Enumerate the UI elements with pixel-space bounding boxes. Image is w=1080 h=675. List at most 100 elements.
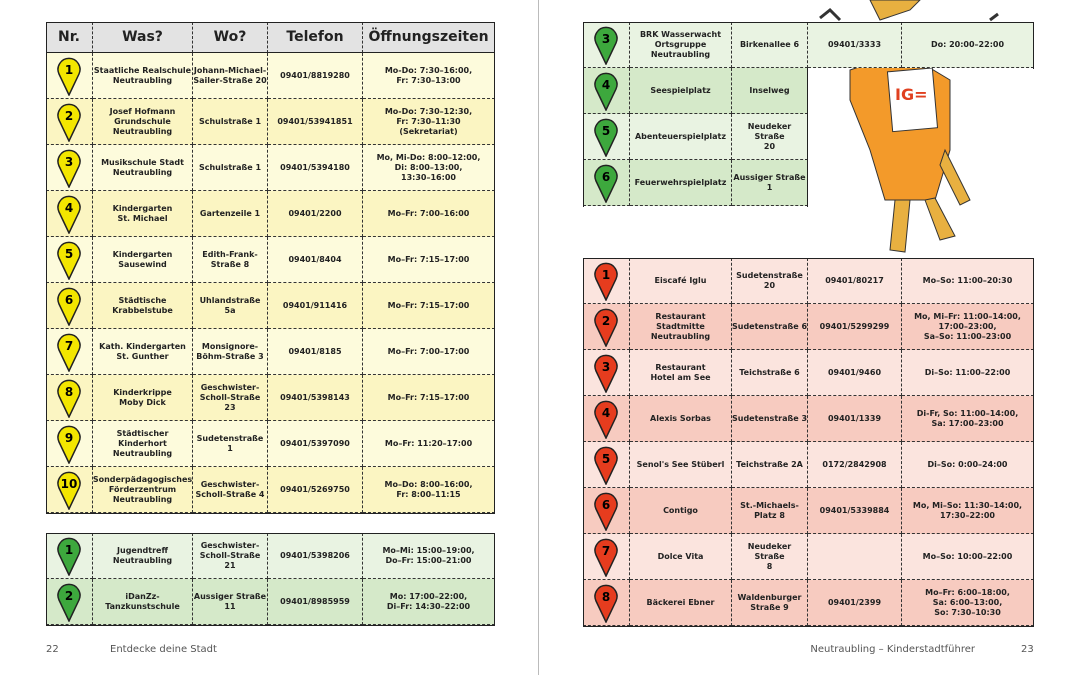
table-cell	[808, 534, 902, 580]
table-cell: Johann-Michael- Sailer-Straße 20	[193, 53, 268, 99]
table-cell: Teichstraße 6	[732, 350, 808, 396]
table-cell: Städtischer Kinderhort Neutraubling	[93, 421, 193, 467]
marker-pin: 1	[57, 537, 81, 576]
table-cell: Mo–Fr: 7:15–17:00	[363, 283, 495, 329]
table-cell: Seespielplatz	[630, 68, 732, 114]
marker-pin: 3	[594, 26, 618, 65]
table-cell: 09401/2399	[808, 580, 902, 626]
marker-number: 2	[65, 589, 73, 603]
table-cell: Neudeker Straße 8	[732, 534, 808, 580]
nr-cell: 2	[46, 99, 93, 145]
table-cell: Sudetenstraße 3	[732, 396, 808, 442]
table-cell: Kinderkrippe Moby Dick	[93, 375, 193, 421]
table-cell: Abenteuerspielplatz	[630, 114, 732, 160]
table-cell: 09401/8185	[268, 329, 363, 375]
marker-number: 5	[602, 124, 610, 138]
marker-number: 7	[65, 339, 73, 353]
table-cell: Bäckerei Ebner	[630, 580, 732, 626]
table-cell: Aussiger Straße 1	[732, 160, 808, 206]
table-cell: Mo–Do: 8:00–16:00, Fr: 8:00–11:15	[363, 467, 495, 513]
marker-number: 4	[602, 406, 610, 420]
nr-cell: 4	[583, 396, 630, 442]
table-cell: Mo–Fr: 11:20–17:00	[363, 421, 495, 467]
marker-number: 2	[602, 314, 610, 328]
marker-pin: 6	[57, 287, 81, 326]
nr-cell: 3	[583, 350, 630, 396]
table-cell: Kindergarten St. Michael	[93, 191, 193, 237]
marker-pin: 2	[594, 308, 618, 347]
marker-pin: 4	[57, 195, 81, 234]
marker-pin: 2	[57, 583, 81, 622]
marker-pin: 8	[594, 584, 618, 623]
table-cell: 09401/5339884	[808, 488, 902, 534]
giraffe-illustration: IG=	[819, 0, 999, 253]
table-cell: 09401/5398143	[268, 375, 363, 421]
table-cell: Sudetenstraße 20	[732, 258, 808, 304]
table-cell: Kath. Kindergarten St. Gunther	[93, 329, 193, 375]
table-cell: Edith-Frank- Straße 8	[193, 237, 268, 283]
table-cell: Dolce Vita	[630, 534, 732, 580]
marker-number: 9	[65, 431, 73, 445]
table-cell: iDanZz- Tanzkunstschule	[93, 579, 193, 625]
table-cell: Mo: 17:00–22:00, Di–Fr: 14:30–22:00	[363, 579, 495, 625]
table-cell: 09401/8819280	[268, 53, 363, 99]
footer-text: Neutraubling – Kinderstadtführer	[810, 644, 975, 655]
marker-number: 8	[65, 385, 73, 399]
header-cell: Was?	[93, 22, 193, 53]
marker-pin: 3	[57, 149, 81, 188]
marker-number: 4	[602, 78, 610, 92]
marker-number: 1	[602, 268, 610, 282]
table-cell: Geschwister- Scholl-Straße 23	[193, 375, 268, 421]
marker-pin: 3	[594, 354, 618, 393]
table-cell: Sudetenstraße 6	[732, 304, 808, 350]
table-cell: Di–So: 11:00–22:00	[902, 350, 1034, 396]
table-cell: Sonderpädagogisches Förderzentrum Neutra…	[93, 467, 193, 513]
nr-cell: 5	[46, 237, 93, 283]
table-cell: Senol's See Stüberl	[630, 442, 732, 488]
table-cell: Birkenallee 6	[732, 22, 808, 68]
table-cell: Josef Hofmann Grundschule Neutraubling	[93, 99, 193, 145]
nr-cell: 2	[46, 579, 93, 625]
table-cell: 09401/80217	[808, 258, 902, 304]
table-cell: Restaurant Hotel am See	[630, 350, 732, 396]
table-cell: Monsignore- Böhm-Straße 3	[193, 329, 268, 375]
nr-cell: 8	[46, 375, 93, 421]
marker-pin: 7	[57, 333, 81, 372]
table-cell: Mo, Mi–So: 11:30–14:00, 17:30–22:00	[902, 488, 1034, 534]
marker-number: 2	[65, 109, 73, 123]
table-cell: Di–So: 0:00–24:00	[902, 442, 1034, 488]
nr-cell: 3	[46, 145, 93, 191]
page-number: 22	[46, 644, 59, 655]
marker-pin: 5	[57, 241, 81, 280]
nr-cell: 1	[583, 258, 630, 304]
marker-number: 8	[602, 590, 610, 604]
table-cell: 09401/2200	[268, 191, 363, 237]
table-cell: Staatliche Realschule Neutraubling	[93, 53, 193, 99]
table-cell: Feuerwehrspielplatz	[630, 160, 732, 206]
marker-number: 4	[65, 201, 73, 215]
table-cell: 09401/5269750	[268, 467, 363, 513]
table-cell: Do: 20:00–22:00	[902, 22, 1034, 68]
nr-cell: 9	[46, 421, 93, 467]
table-cell: 09401/8404	[268, 237, 363, 283]
nr-cell: 5	[583, 442, 630, 488]
marker-number: 6	[65, 293, 73, 307]
table-cell: Geschwister- Scholl-Straße 21	[193, 533, 268, 579]
table-cell: St.-Michaels- Platz 8	[732, 488, 808, 534]
nr-cell: 5	[583, 114, 630, 160]
page-number: 23	[1021, 644, 1034, 655]
marker-pin: 4	[594, 400, 618, 439]
table-cell: Mo-Do: 7:30–12:30, Fr: 7:30–11:30 (Sekre…	[363, 99, 495, 145]
table-cell: 09401/3333	[808, 22, 902, 68]
table-cell: Mo–Mi: 15:00–19:00, Do–Fr: 15:00–21:00	[363, 533, 495, 579]
table-cell: 09401/5398206	[268, 533, 363, 579]
nr-cell: 4	[583, 68, 630, 114]
table-cell: 09401/5299299	[808, 304, 902, 350]
marker-number: 7	[602, 544, 610, 558]
nr-cell: 7	[46, 329, 93, 375]
table-cell: Musikschule Stadt Neutraubling	[93, 145, 193, 191]
marker-number: 6	[602, 170, 610, 184]
nr-cell: 1	[46, 53, 93, 99]
table-cell: Neudeker Straße 20	[732, 114, 808, 160]
nr-cell: 6	[583, 488, 630, 534]
